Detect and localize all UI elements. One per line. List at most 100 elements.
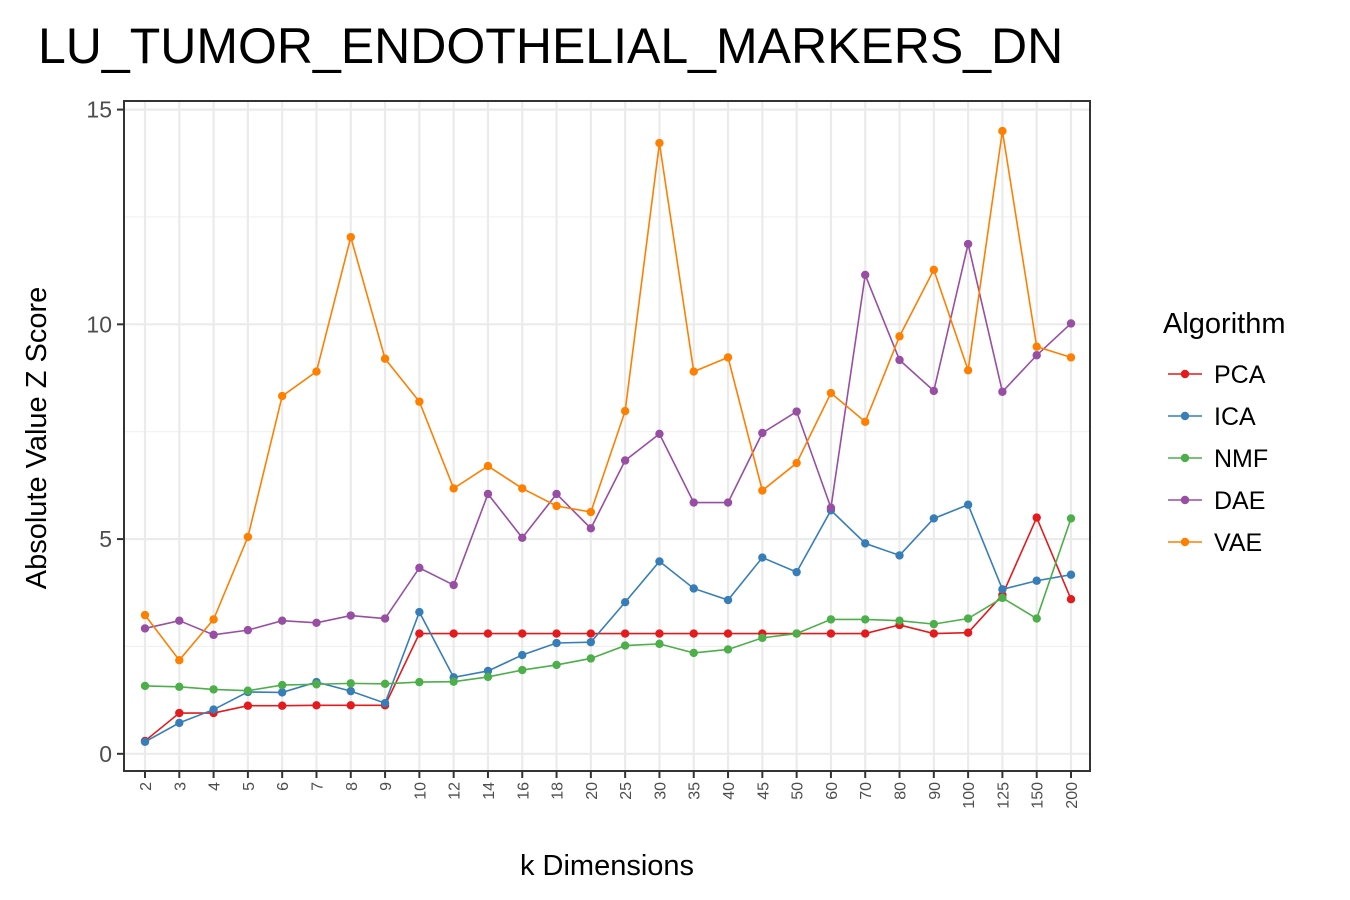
legend-label-vae: VAE xyxy=(1214,529,1262,557)
data-point-ica xyxy=(277,688,287,697)
data-point-nmf xyxy=(552,660,561,670)
x-tick-label: 6 xyxy=(275,782,292,791)
data-point-pca xyxy=(826,629,836,638)
series-line-nmf xyxy=(144,518,1072,692)
data-point-nmf xyxy=(277,680,287,690)
data-point-dae xyxy=(277,616,287,625)
x-tick-label: 7 xyxy=(309,782,326,791)
data-point-dae xyxy=(415,563,424,573)
data-point-ica xyxy=(1032,576,1041,585)
x-tick-label: 35 xyxy=(687,782,704,800)
data-point-pca xyxy=(243,701,253,710)
data-point-dae xyxy=(723,498,733,507)
data-point-nmf xyxy=(140,681,150,691)
data-point-nmf xyxy=(415,677,424,687)
data-point-ica xyxy=(209,705,218,714)
data-point-vae xyxy=(689,367,698,376)
x-tick-label: 60 xyxy=(824,782,841,800)
data-point-vae xyxy=(380,354,390,363)
data-point-dae xyxy=(861,270,870,280)
legend-label-ica: ICA xyxy=(1214,403,1256,431)
data-point-vae xyxy=(620,406,630,416)
data-point-nmf xyxy=(620,641,630,650)
data-point-vae xyxy=(895,332,904,341)
x-tick-label: 125 xyxy=(995,782,1012,809)
data-point-dae xyxy=(655,429,664,439)
data-point-pca xyxy=(1066,595,1076,604)
series-line-dae xyxy=(144,243,1072,636)
data-point-dae xyxy=(552,489,561,499)
data-point-ica xyxy=(552,638,561,648)
x-tick-label: 16 xyxy=(515,782,532,800)
data-point-pca xyxy=(655,629,664,638)
y-tick-label: 15 xyxy=(86,97,112,123)
x-tick-label: 10 xyxy=(412,782,429,800)
x-tick-label: 200 xyxy=(1064,782,1081,809)
legend-key-point-nmf xyxy=(1180,453,1190,463)
data-point-ica xyxy=(483,666,493,676)
x-tick-label: 50 xyxy=(790,782,807,800)
data-point-pca xyxy=(586,629,596,638)
data-point-dae xyxy=(209,630,218,640)
data-point-vae xyxy=(175,655,184,665)
data-point-vae xyxy=(312,367,321,376)
data-point-ica xyxy=(895,551,904,560)
x-tick-label: 4 xyxy=(207,782,224,791)
data-point-dae xyxy=(826,503,836,512)
data-point-dae xyxy=(1066,319,1076,328)
series-line-pca xyxy=(144,515,1072,742)
data-point-pca xyxy=(312,701,321,710)
data-point-nmf xyxy=(689,648,698,658)
data-point-ica xyxy=(518,650,527,660)
x-tick-label: 100 xyxy=(961,782,978,809)
data-point-ica xyxy=(963,500,973,509)
x-tick-label: 18 xyxy=(550,782,567,800)
data-point-dae xyxy=(140,624,150,633)
x-tick-label: 3 xyxy=(172,782,189,791)
series-line-vae xyxy=(144,130,1072,662)
data-point-pca xyxy=(929,629,939,638)
data-point-vae xyxy=(723,353,733,362)
data-point-vae xyxy=(140,610,150,620)
data-point-vae xyxy=(1066,353,1076,362)
x-tick-label: 70 xyxy=(858,782,875,800)
data-point-pca xyxy=(723,629,733,638)
data-point-vae xyxy=(792,458,801,468)
data-point-dae xyxy=(792,407,801,416)
x-tick-label: 40 xyxy=(721,782,738,800)
data-point-pca xyxy=(861,629,870,638)
data-point-dae xyxy=(243,625,253,635)
legend: Algorithm PCA ICA NMF DAE VAE xyxy=(1163,308,1286,557)
data-point-ica xyxy=(861,539,870,548)
data-point-vae xyxy=(998,126,1007,136)
data-point-dae xyxy=(963,239,973,249)
data-point-pca xyxy=(415,629,424,638)
data-point-dae xyxy=(1032,351,1041,360)
data-point-vae xyxy=(826,388,836,398)
data-point-vae xyxy=(586,507,596,517)
data-point-dae xyxy=(346,611,355,620)
data-point-vae xyxy=(861,417,870,427)
data-point-dae xyxy=(895,355,904,365)
data-point-nmf xyxy=(1066,514,1076,523)
legend-key-point-pca xyxy=(1180,369,1190,379)
data-point-pca xyxy=(620,629,630,638)
data-point-ica xyxy=(655,557,664,566)
data-point-ica xyxy=(380,698,390,708)
data-point-vae xyxy=(415,397,424,406)
data-point-ica xyxy=(792,567,801,577)
data-point-pca xyxy=(963,628,973,637)
data-point-dae xyxy=(483,489,493,499)
data-point-dae xyxy=(620,456,630,465)
data-point-vae xyxy=(758,486,767,495)
data-point-nmf xyxy=(826,615,836,624)
data-point-vae xyxy=(277,391,287,401)
y-tick-label: 5 xyxy=(99,526,112,552)
data-point-nmf xyxy=(1032,614,1041,623)
data-point-vae xyxy=(209,615,218,624)
legend-key-point-ica xyxy=(1180,411,1190,421)
x-tick-label: 25 xyxy=(618,782,635,800)
data-point-ica xyxy=(346,686,355,696)
x-tick-label: 12 xyxy=(447,782,464,800)
